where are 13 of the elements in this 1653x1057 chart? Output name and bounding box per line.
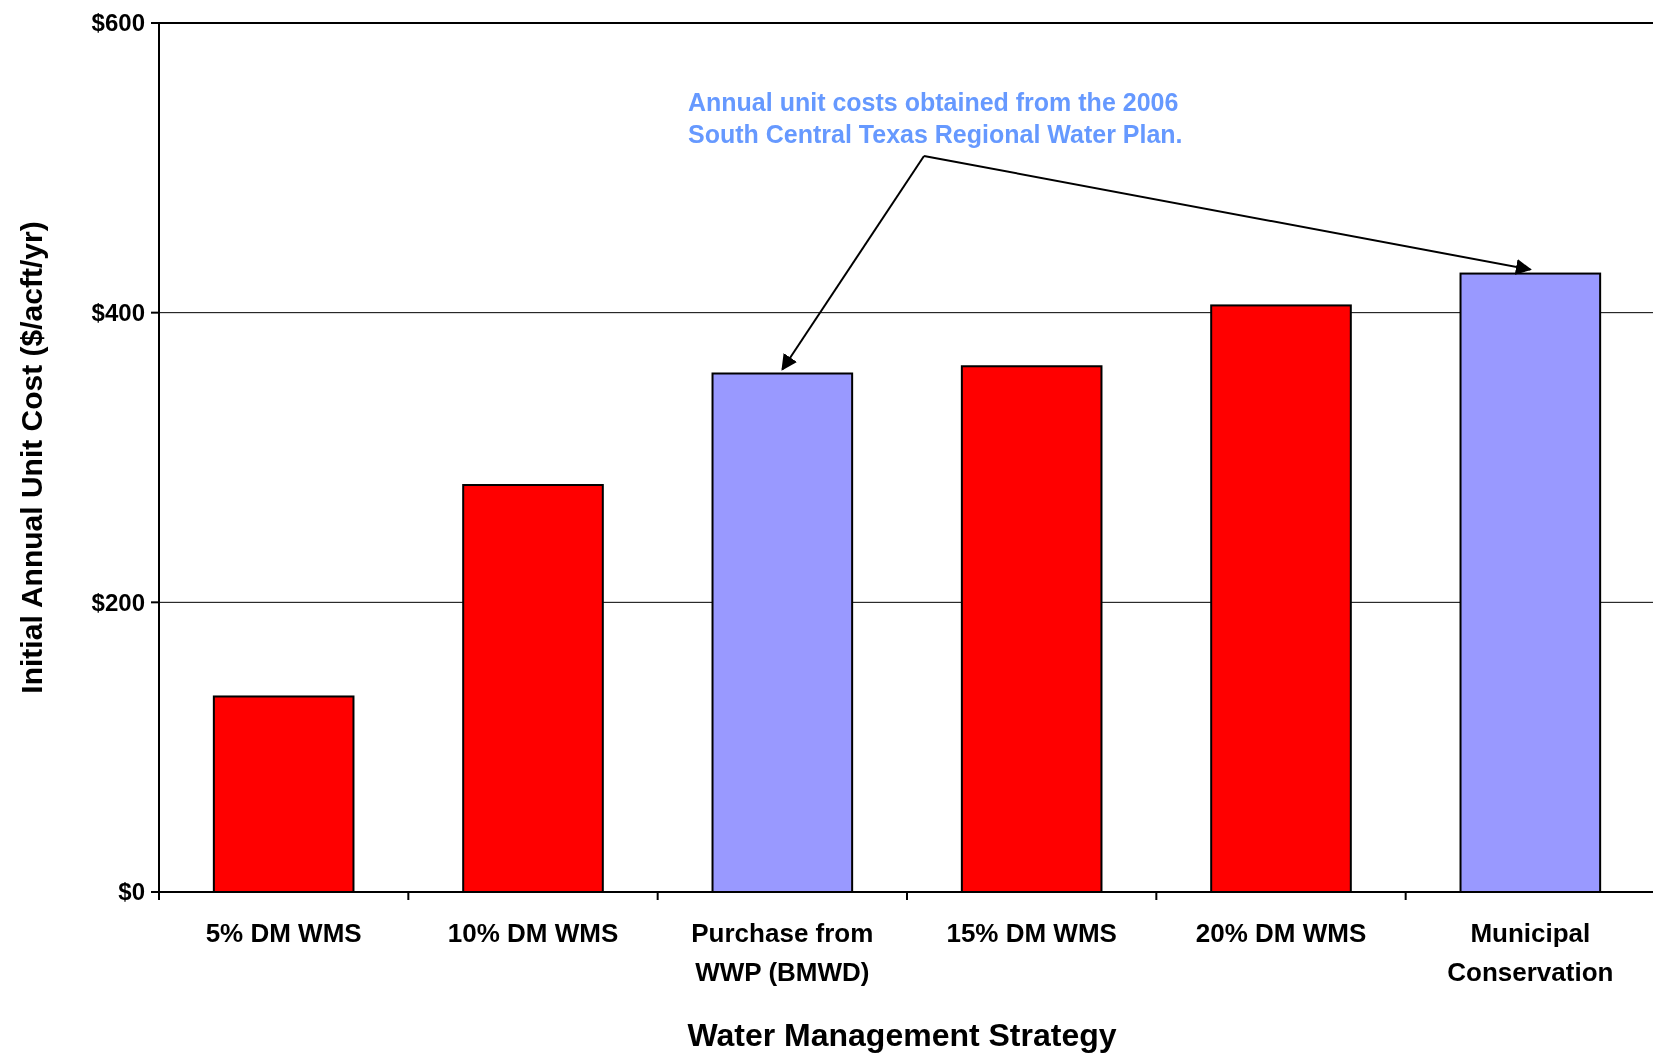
y-tick-label: $0 [118,878,145,906]
x-tick-label: 10% DM WMS [447,918,619,948]
x-axis-title: Water Management Strategy [687,1017,1117,1053]
x-tick-label: 20% DM WMS [1195,918,1367,948]
annotation: Annual unit costs obtained from the 2006 South Central Texas Regional Water Plan. [688,88,1183,148]
x-tick-label: 15% DM WMS [946,918,1117,948]
y-tick-label: $600 [91,9,145,37]
y-tick-label: $400 [91,299,145,327]
x-tick-label: Purchase from WWP (BMWD) [691,918,874,987]
y-axis-title: Initial Annual Unit Cost ($/acft/yr) [15,221,48,694]
y-tick-label: $200 [91,588,145,616]
x-tick-label: Municipal Conservation [1447,918,1614,987]
x-tick-label: 5% DM WMS [205,918,362,948]
